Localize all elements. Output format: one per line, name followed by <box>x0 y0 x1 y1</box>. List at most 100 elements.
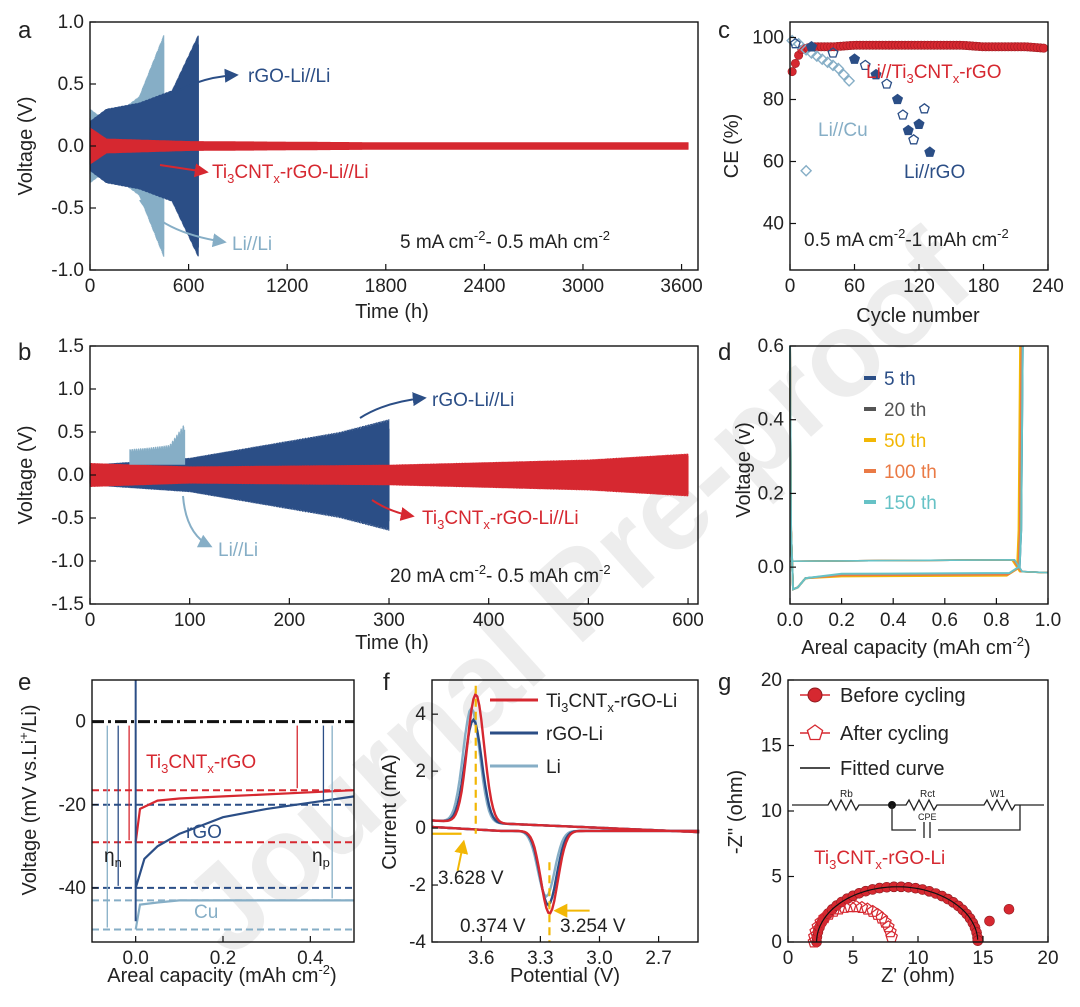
point-after-cycling <box>855 900 869 913</box>
panel-a-xtick-label: 600 <box>173 276 205 297</box>
panel-b-label-ti: Ti3CNTx-rGO-Li//Li <box>422 508 579 532</box>
panel-a-ytick-label: -0.5 <box>51 198 84 219</box>
panel-a-ytick-label: 0.5 <box>58 74 84 95</box>
series-cu <box>134 899 354 930</box>
panel-d-ticks: 0.0 0.2 0.4 0.6 0.8 1.0 0.0 0.2 0.4 0.6 <box>758 336 1062 631</box>
panel-a-xtick-label: 1800 <box>365 276 407 297</box>
point-after-cycling <box>832 902 846 915</box>
panel-c-label-rgo: Li//rGO <box>904 162 965 183</box>
point-after-cycling <box>843 899 857 913</box>
panel-b-label-rgo: rGO-Li//Li <box>432 390 514 411</box>
panel-c-ytick-label: 80 <box>763 90 784 111</box>
panel-b-ylabel: Voltage (V) <box>15 426 37 525</box>
panel-d-xlabel: Areal capacity (mAh cm-2) <box>801 634 1030 659</box>
panel-g-ytick-label: 0 <box>771 932 782 953</box>
panel-a-condition: 5 mA cm-2- 0.5 mAh cm-2 <box>400 228 610 253</box>
panel-f-ytick-label: -2 <box>409 875 426 896</box>
panel-a-xtick-label: 0 <box>85 276 96 297</box>
panel-g-xtick-label: 0 <box>783 948 794 969</box>
panel-d-ytick-label: 0.2 <box>758 483 784 504</box>
panel-c-condition: 0.5 mA cm-2-1 mAh cm-2 <box>804 226 1009 251</box>
legend-label-ti3cntx-rgo-li: Ti3CNTx-rGO-Li <box>546 691 677 715</box>
panel-b-xtick-label: 400 <box>473 610 505 631</box>
panel-f-xtick-label: 3.6 <box>468 948 494 969</box>
panel-d-ytick-label: 0.6 <box>758 336 784 357</box>
panel-f-ylabel: Current (mA) <box>379 754 401 870</box>
series-cycle-150-th <box>789 345 1024 591</box>
panel-e-xtick-label: 0.2 <box>210 948 236 969</box>
panel-c-xtick-label: 180 <box>968 276 1000 297</box>
point-after-cycling <box>809 924 823 937</box>
panel-a: 0 600 1200 1800 2400 3000 3600 -1.0 -0.5 0.0 0.5 1.… <box>15 12 703 323</box>
point-li-rgo <box>897 109 909 120</box>
point-li-cu <box>821 56 834 69</box>
panel-g-frame <box>787 679 1049 943</box>
point-li-cu <box>843 74 856 87</box>
point-after-cycling <box>875 911 889 924</box>
point-li-ti3cntx-rgo <box>1039 43 1049 53</box>
point-li-ti3cntx-rgo <box>787 67 797 77</box>
panel-c-xtick-label: 120 <box>903 276 935 297</box>
panel-b-xtick-label: 300 <box>373 610 405 631</box>
panel-g-ytick-label: 20 <box>761 670 782 691</box>
panel-d-xtick-label: 0.2 <box>828 610 854 631</box>
point-before-cycling <box>1003 903 1015 915</box>
point-li-rgo <box>908 133 920 145</box>
point-li-rgo <box>789 37 801 49</box>
panel-f-label-v3: 3.254 V <box>560 916 626 937</box>
panel-label-d: d <box>718 339 731 366</box>
point-li-rgo <box>827 47 839 58</box>
panel-b-label-li: Li//Li <box>218 540 258 561</box>
panel-b-ytick-label: -0.5 <box>51 508 84 529</box>
legend-label: 20 th <box>884 400 926 421</box>
panel-f-legend: Ti3CNTx-rGO-Li rGO-Li Li <box>490 691 677 778</box>
point-li-rgo <box>918 102 930 114</box>
point-after-cycling <box>827 904 841 917</box>
legend-label-fitted: Fitted curve <box>840 758 944 780</box>
panel-d: 0.0 0.2 0.4 0.6 0.8 1.0 0.0 0.2 0.4 0.6 Areal cap… <box>733 336 1061 659</box>
point-after-cycling <box>881 920 895 933</box>
circuit-cpe-label: CPE <box>918 812 937 822</box>
panel-b-ytick-label: 1.0 <box>58 379 84 400</box>
panel-e-xtick-label: 0.4 <box>297 948 324 969</box>
panel-g-xtick-label: 10 <box>907 948 928 969</box>
panel-f-ytick-label: 0 <box>415 818 426 839</box>
panel-g-xlabel: Z' (ohm) <box>881 965 955 987</box>
point-before-cycling <box>984 915 995 927</box>
panel-c-label-tirgo: Li//Ti3CNTx-rGO <box>866 62 1001 86</box>
point-li-cu <box>810 50 823 63</box>
panel-e-xtick-label: 0.0 <box>122 948 148 969</box>
point-li-rgo <box>805 40 818 52</box>
panel-label-f: f <box>383 669 390 696</box>
panel-b-xtick-label: 100 <box>174 610 206 631</box>
panel-label-b: b <box>18 339 31 366</box>
panel-a-label-rgo: rGO-Li//Li <box>248 66 330 87</box>
series-charge-150-th <box>790 558 1049 574</box>
point-li-cu <box>800 164 813 177</box>
panel-c-ytick-label: 40 <box>763 214 784 235</box>
panel-d-xtick-label: 0.4 <box>880 610 907 631</box>
panel-b-ytick-label: 0.0 <box>58 465 84 486</box>
panel-e-label-rgo: rGO <box>186 822 222 843</box>
panel-e-xlabel: Areal capacity (mAh cm-2) <box>107 962 336 987</box>
panel-a-ytick-label: 1.0 <box>58 12 84 33</box>
panel-g-label-ti: Ti3CNTx-rGO-Li <box>814 848 945 872</box>
panel-g-ticks: 0 5 10 15 20 0 5 10 15 20 <box>761 670 1059 969</box>
panel-g-xtick-label: 5 <box>848 948 859 969</box>
panel-c-ytick-label: 100 <box>752 28 784 49</box>
panel-e-label-ti: Ti3CNTx-rGO <box>146 752 256 776</box>
panel-a-xtick-label: 3000 <box>562 276 604 297</box>
panel-g-xtick-label: 20 <box>1037 948 1058 969</box>
panel-c-ytick-label: 60 <box>763 152 784 173</box>
panel-a-ylabel: Voltage (V) <box>15 97 37 196</box>
panel-a-xtick-label: 3600 <box>660 276 702 297</box>
circuit-w1-label: W1 <box>990 789 1005 800</box>
series-ti3cntx-rgo <box>134 789 355 843</box>
panel-g-ytick-label: 10 <box>761 801 782 822</box>
panel-c-ylabel: CE (%) <box>721 114 743 178</box>
legend-label-li: Li <box>546 757 561 778</box>
panel-f-frame <box>431 679 699 943</box>
panel-e: 0.0 0.2 0.4 -40 -20 0 Areal capacity (mAh cm-… <box>16 679 355 987</box>
circuit-rct-label: Rct <box>920 789 935 800</box>
